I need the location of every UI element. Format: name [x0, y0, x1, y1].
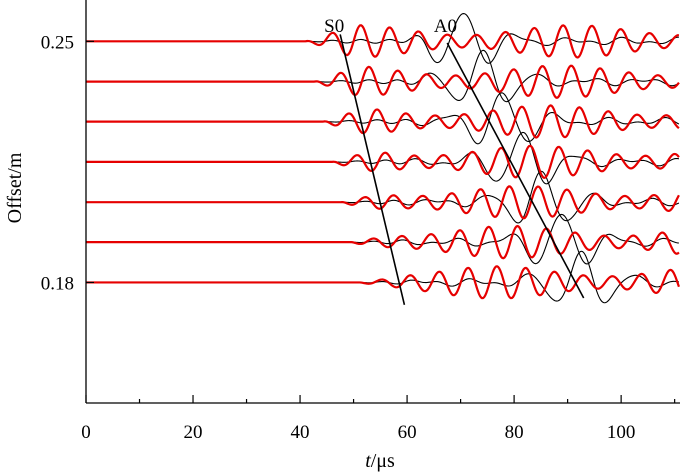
x-axis-title: t/μs [365, 450, 395, 472]
s0-annotation: S0 [324, 16, 344, 37]
black-trace-7 [86, 250, 680, 304]
y-tick-label: 0.25 [41, 32, 74, 53]
s0-guide-line [339, 34, 406, 306]
red-trace-2 [86, 64, 680, 99]
red-trace-7 [86, 265, 680, 300]
red-trace-4 [86, 144, 680, 180]
red-trace-1 [86, 24, 679, 59]
x-tick-label: 0 [81, 422, 91, 443]
x-tick-label: 100 [607, 422, 636, 443]
black-trace-6 [86, 213, 679, 265]
y-tick-label: 0.18 [41, 273, 74, 294]
x-tick-label: 80 [505, 422, 524, 443]
black-trace-4 [86, 131, 680, 185]
y-axis-title: Offset/m [4, 152, 26, 223]
wave-mode-guide-lines [339, 34, 585, 306]
x-tick-label: 40 [291, 422, 310, 443]
annotations: S0 A0 [324, 16, 457, 37]
axes: 0 20 40 60 80 100 0.25 0.18 [41, 0, 680, 443]
x-tick-label: 20 [184, 422, 203, 443]
a0-guide-line [446, 42, 585, 299]
axis-labels: t/μs Offset/m [4, 152, 395, 472]
red-trace-5 [86, 185, 680, 220]
x-tick-label: 60 [398, 422, 417, 443]
a0-annotation: A0 [434, 16, 457, 37]
red-trace-3 [86, 104, 680, 139]
red-trace-6 [86, 224, 680, 260]
trace-group [86, 12, 680, 304]
